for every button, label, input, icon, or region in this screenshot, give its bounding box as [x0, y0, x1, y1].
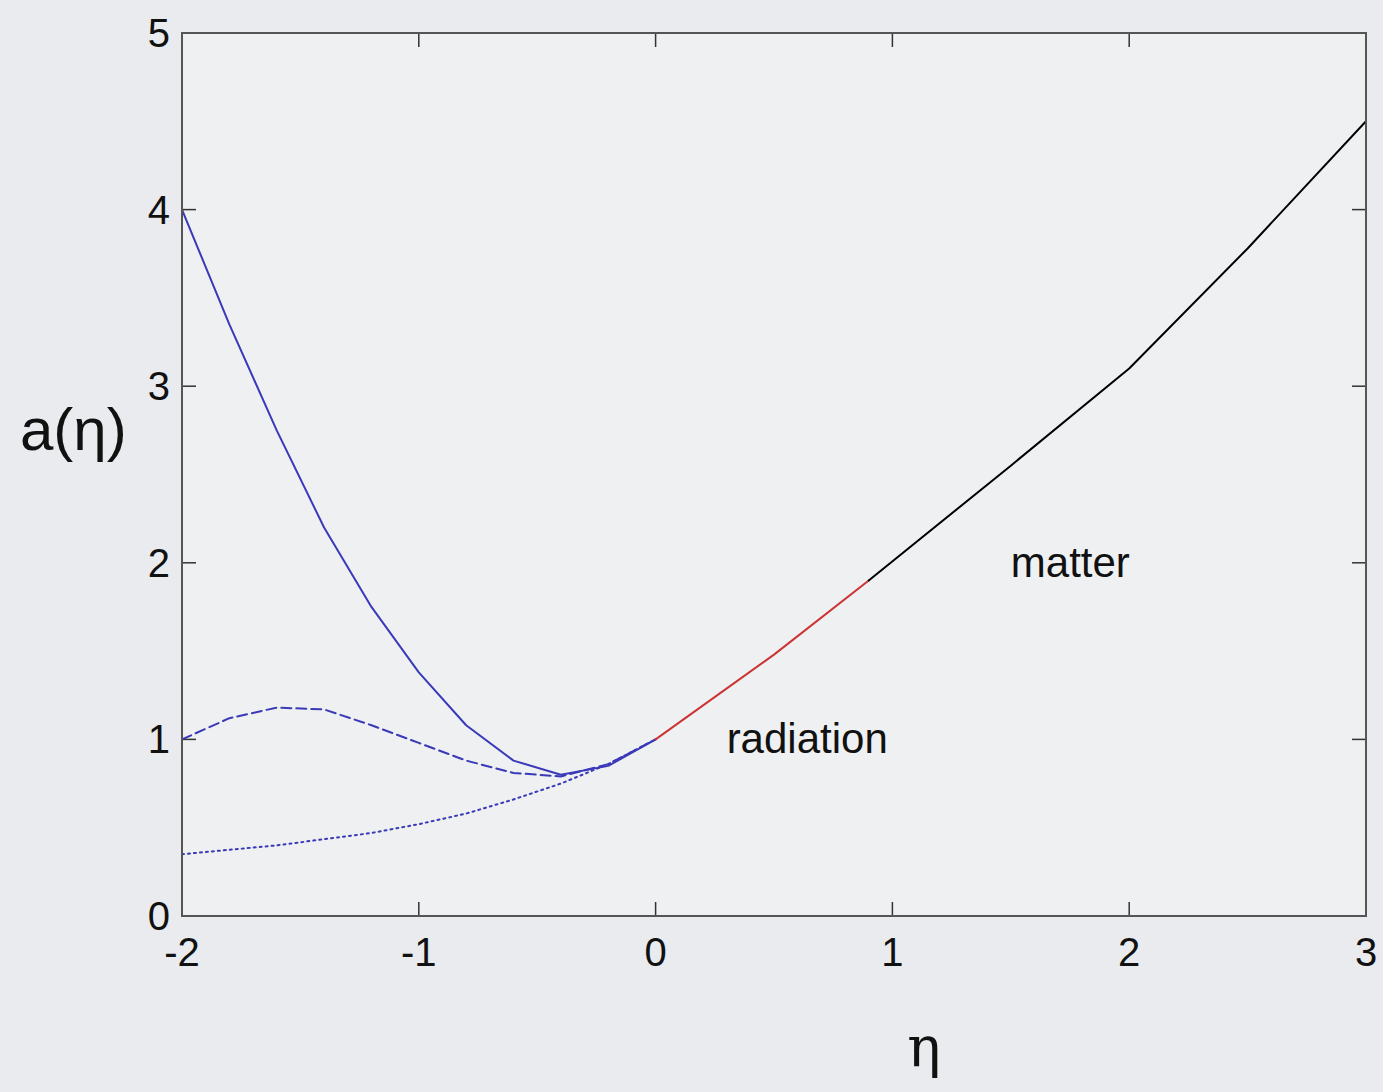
annotation: radiation	[727, 715, 888, 762]
y-tick-right	[1352, 209, 1366, 211]
series-group	[182, 121, 1366, 854]
y-axis-title: a(η)	[20, 396, 127, 463]
y-tick-right	[1352, 739, 1366, 741]
y-tick-label: 1	[148, 717, 170, 761]
annotation: matter	[1011, 539, 1130, 586]
x-tick	[1128, 902, 1130, 916]
y-tick-label: 2	[148, 541, 170, 585]
x-tick-top	[892, 33, 894, 47]
x-tick	[655, 902, 657, 916]
x-axis-title: η	[907, 1014, 941, 1079]
y-tick-label: 4	[148, 188, 170, 232]
plot-background	[182, 33, 1366, 916]
chart: -2-10123012345radiationmatterηa(η)	[0, 0, 1383, 1092]
x-tick-label: 3	[1355, 930, 1377, 974]
x-tick-label: 0	[644, 930, 666, 974]
series-line	[182, 708, 656, 777]
y-tick	[182, 562, 196, 564]
x-tick-top	[418, 33, 420, 47]
y-tick-right	[1352, 562, 1366, 564]
x-tick	[418, 902, 420, 916]
y-tick-right	[1352, 385, 1366, 387]
y-tick-label: 5	[148, 11, 170, 55]
series-line	[182, 739, 656, 854]
y-tick	[182, 209, 196, 211]
x-tick	[892, 902, 894, 916]
x-tick-top	[655, 33, 657, 47]
x-tick-label: 2	[1118, 930, 1140, 974]
y-tick	[182, 385, 196, 387]
x-tick-label: -1	[401, 930, 437, 974]
y-tick-label: 3	[148, 364, 170, 408]
series-line	[869, 121, 1366, 580]
x-tick-label: 1	[881, 930, 903, 974]
x-tick-top	[1128, 33, 1130, 47]
plot-frame	[182, 33, 1366, 916]
y-tick-label: 0	[148, 894, 170, 938]
series-line	[182, 210, 656, 775]
